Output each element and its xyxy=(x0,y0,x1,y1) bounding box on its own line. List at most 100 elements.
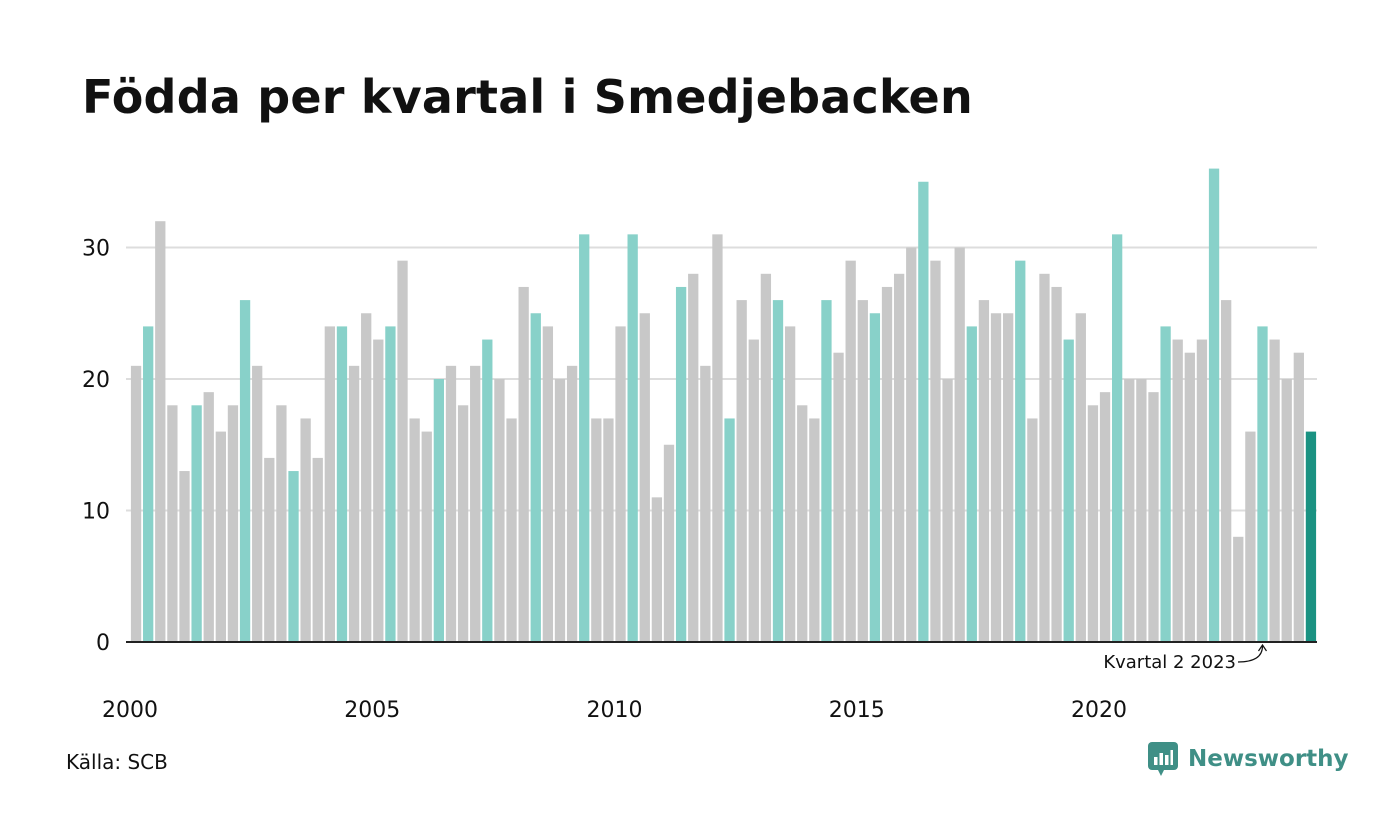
bar xyxy=(421,431,432,642)
bar xyxy=(482,339,493,642)
bar xyxy=(542,326,554,642)
bar xyxy=(809,418,820,642)
bar xyxy=(167,405,178,642)
bar xyxy=(227,405,239,642)
bar xyxy=(1063,339,1074,642)
bar xyxy=(143,326,154,642)
x-tick-label: 2020 xyxy=(1071,698,1127,723)
bar xyxy=(688,273,699,642)
bar xyxy=(494,379,505,642)
bar xyxy=(518,286,529,642)
bar xyxy=(1148,392,1159,642)
bar xyxy=(724,418,735,642)
newsworthy-logo-icon xyxy=(1148,742,1178,776)
bar xyxy=(1269,339,1280,642)
bar xyxy=(155,221,166,642)
bar xyxy=(239,300,251,642)
bar xyxy=(470,365,481,642)
bar xyxy=(1196,339,1208,642)
y-tick-label: 10 xyxy=(82,500,110,525)
bar xyxy=(591,418,602,642)
brand-logo: Newsworthy xyxy=(1148,742,1349,776)
bar xyxy=(1257,326,1268,642)
bar xyxy=(264,457,275,642)
bar xyxy=(881,286,893,642)
bar xyxy=(821,300,832,642)
y-tick-label: 0 xyxy=(96,631,110,656)
bar xyxy=(978,300,990,642)
x-tick-label: 2015 xyxy=(829,698,885,723)
bar xyxy=(373,339,384,642)
bar xyxy=(893,273,905,642)
bar xyxy=(1305,431,1317,642)
x-tick-label: 2010 xyxy=(586,698,642,723)
bar xyxy=(324,326,335,642)
bar-chart: 0 10 20 30 2000 2005 2010 2015 2020 Kvartal 2 202… xyxy=(82,168,1317,723)
bar xyxy=(191,405,202,642)
bar xyxy=(675,286,687,642)
annotation-arrow xyxy=(1237,645,1264,663)
bar xyxy=(663,444,675,642)
x-tick-label: 2005 xyxy=(344,698,400,723)
bar xyxy=(869,313,881,642)
bar xyxy=(566,365,578,642)
bar xyxy=(433,379,445,642)
bar xyxy=(603,418,614,642)
bar xyxy=(736,300,747,642)
x-tick-label: 2000 xyxy=(102,698,158,723)
bar xyxy=(530,313,541,642)
bar xyxy=(857,300,868,642)
bar xyxy=(276,405,287,642)
bar xyxy=(445,365,457,642)
bar xyxy=(966,326,977,642)
bar xyxy=(1039,273,1050,642)
y-tick-label: 20 xyxy=(82,368,110,393)
bar xyxy=(784,326,796,642)
bar xyxy=(1112,234,1123,642)
annotation-label: Kvartal 2 2023 xyxy=(1103,652,1236,673)
bar xyxy=(506,418,517,642)
bar xyxy=(457,405,469,642)
bar xyxy=(348,365,360,642)
bar xyxy=(942,379,953,642)
bar xyxy=(288,471,299,642)
bar xyxy=(797,405,808,642)
bar xyxy=(179,471,190,642)
bar xyxy=(627,234,638,642)
bar xyxy=(700,365,711,642)
bar xyxy=(615,326,626,642)
bar xyxy=(918,181,929,642)
brand-name: Newsworthy xyxy=(1188,746,1349,772)
bar xyxy=(1124,379,1135,642)
bar xyxy=(385,326,396,642)
bar xyxy=(639,313,650,642)
bar xyxy=(215,431,226,642)
bar xyxy=(1015,260,1026,642)
bar xyxy=(651,497,663,642)
bar xyxy=(1087,405,1099,642)
bar xyxy=(554,379,566,642)
bar xyxy=(1002,313,1014,642)
bar xyxy=(397,260,408,642)
y-tick-label: 30 xyxy=(82,237,110,262)
bar xyxy=(1051,286,1062,642)
bar xyxy=(336,326,348,642)
bar xyxy=(203,392,214,642)
bar xyxy=(312,457,323,642)
bar xyxy=(712,234,723,642)
bar xyxy=(1099,392,1111,642)
source-label: Källa: SCB xyxy=(66,750,168,774)
bar xyxy=(1136,379,1147,642)
bar xyxy=(1075,313,1086,642)
bar xyxy=(1208,168,1220,642)
bar xyxy=(1160,326,1171,642)
bar xyxy=(1172,339,1183,642)
bar xyxy=(1233,536,1244,642)
bar xyxy=(1281,379,1292,642)
bar xyxy=(1293,352,1304,642)
bar xyxy=(990,313,1002,642)
bar xyxy=(1184,352,1195,642)
bar xyxy=(1221,300,1232,642)
annotation-arrowhead xyxy=(1257,643,1267,652)
bar xyxy=(748,339,759,642)
